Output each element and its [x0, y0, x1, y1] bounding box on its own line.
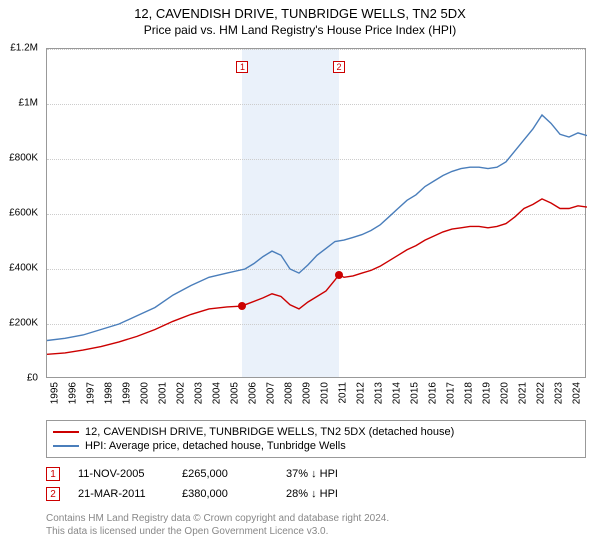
event-price: £380,000: [182, 488, 268, 500]
event-price: £265,000: [182, 468, 268, 480]
footer: Contains HM Land Registry data © Crown c…: [46, 512, 389, 538]
legend-label: 12, CAVENDISH DRIVE, TUNBRIDGE WELLS, TN…: [85, 426, 454, 438]
x-tick-label: 2021: [518, 382, 529, 404]
event-date: 11-NOV-2005: [78, 468, 164, 480]
event-dot: [335, 271, 343, 279]
chart-svg: [47, 49, 587, 379]
legend-label: HPI: Average price, detached house, Tunb…: [85, 440, 346, 452]
chart-plot-area: 12: [46, 48, 586, 378]
event-date: 21-MAR-2011: [78, 488, 164, 500]
footer-line2: This data is licensed under the Open Gov…: [46, 525, 389, 538]
x-tick-label: 2023: [554, 382, 565, 404]
x-tick-label: 1998: [104, 382, 115, 404]
x-tick-label: 2000: [140, 382, 151, 404]
x-tick-label: 2001: [158, 382, 169, 404]
y-tick-label: £1M: [19, 98, 38, 109]
x-tick-label: 1999: [122, 382, 133, 404]
event-table: 1 11-NOV-2005 £265,000 37% ↓ HPI 2 21-MAR-201…: [46, 464, 586, 504]
y-axis: £0£200K£400K£600K£800K£1M£1.2M: [0, 48, 42, 378]
legend-row: 12, CAVENDISH DRIVE, TUNBRIDGE WELLS, TN…: [53, 425, 579, 439]
event-dot: [238, 302, 246, 310]
x-tick-label: 2010: [320, 382, 331, 404]
event-marker-chart: 2: [333, 61, 345, 73]
x-tick-label: 2019: [482, 382, 493, 404]
x-tick-label: 1997: [86, 382, 97, 404]
x-tick-label: 2024: [572, 382, 583, 404]
event-marker: 1: [46, 467, 60, 481]
event-marker-chart: 1: [236, 61, 248, 73]
series-property: [47, 199, 587, 354]
x-tick-label: 2003: [194, 382, 205, 404]
y-tick-label: £200K: [9, 318, 38, 329]
chart-title-line1: 12, CAVENDISH DRIVE, TUNBRIDGE WELLS, TN…: [0, 6, 600, 21]
x-tick-label: 2014: [392, 382, 403, 404]
x-tick-label: 2005: [230, 382, 241, 404]
legend-row: HPI: Average price, detached house, Tunb…: [53, 439, 579, 453]
x-tick-label: 2016: [428, 382, 439, 404]
legend: 12, CAVENDISH DRIVE, TUNBRIDGE WELLS, TN…: [46, 420, 586, 458]
event-delta: 37% ↓ HPI: [286, 468, 372, 480]
x-tick-label: 2002: [176, 382, 187, 404]
x-tick-label: 2017: [446, 382, 457, 404]
event-delta: 28% ↓ HPI: [286, 488, 372, 500]
x-tick-label: 2022: [536, 382, 547, 404]
x-tick-label: 2008: [284, 382, 295, 404]
x-tick-label: 2015: [410, 382, 421, 404]
x-tick-label: 2007: [266, 382, 277, 404]
x-tick-label: 2006: [248, 382, 259, 404]
legend-swatch: [53, 445, 79, 447]
series-hpi: [47, 115, 587, 341]
x-tick-label: 2004: [212, 382, 223, 404]
y-tick-label: £800K: [9, 153, 38, 164]
legend-swatch: [53, 431, 79, 433]
event-row: 2 21-MAR-2011 £380,000 28% ↓ HPI: [46, 484, 586, 504]
x-tick-label: 2018: [464, 382, 475, 404]
y-tick-label: £1.2M: [10, 43, 38, 54]
x-axis: 1995 1996 1997 1998 1999 2000 2001 2002 2003 2004…: [46, 380, 586, 420]
x-tick-label: 1996: [68, 382, 79, 404]
event-row: 1 11-NOV-2005 £265,000 37% ↓ HPI: [46, 464, 586, 484]
y-tick-label: £0: [27, 373, 38, 384]
y-tick-label: £600K: [9, 208, 38, 219]
y-tick-label: £400K: [9, 263, 38, 274]
chart-titles: 12, CAVENDISH DRIVE, TUNBRIDGE WELLS, TN…: [0, 0, 600, 37]
event-marker: 2: [46, 487, 60, 501]
x-tick-label: 1995: [50, 382, 61, 404]
x-tick-label: 2020: [500, 382, 511, 404]
x-tick-label: 2012: [356, 382, 367, 404]
x-tick-label: 2011: [338, 382, 349, 404]
footer-line1: Contains HM Land Registry data © Crown c…: [46, 512, 389, 525]
chart-title-line2: Price paid vs. HM Land Registry's House …: [0, 23, 600, 37]
x-tick-label: 2013: [374, 382, 385, 404]
x-tick-label: 2009: [302, 382, 313, 404]
